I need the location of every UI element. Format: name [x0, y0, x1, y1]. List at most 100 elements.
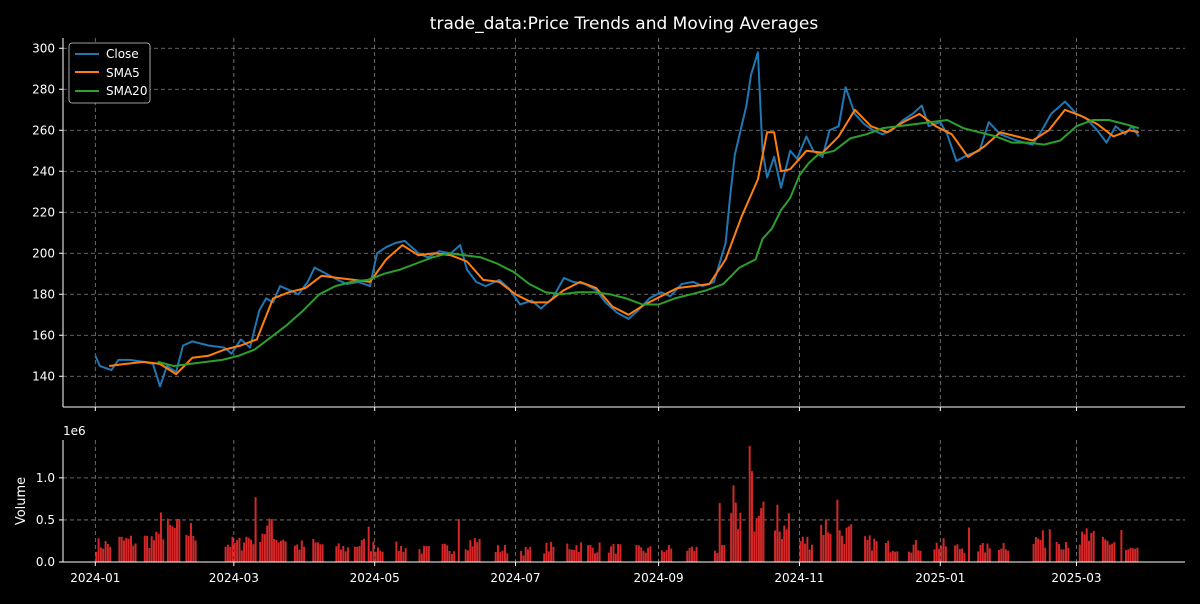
volume-bar [224, 546, 227, 562]
legend-label-sma5: SMA5 [106, 66, 140, 80]
volume-bar [591, 547, 594, 562]
volume-bar [908, 551, 910, 562]
volume-bar [778, 531, 781, 562]
volume-bar [649, 546, 652, 562]
volume-bar [1134, 548, 1137, 562]
volume-bar [988, 548, 991, 562]
x-tick-label: 2025-03 [1051, 571, 1101, 585]
volume-bar [1136, 547, 1139, 562]
volume-bar [446, 545, 449, 562]
volume-bar [827, 532, 830, 562]
volume-bar [607, 552, 610, 562]
volume-bar [270, 519, 273, 562]
volume-bar [938, 548, 940, 562]
volume-bar [520, 550, 523, 562]
volume-bar [1002, 542, 1005, 562]
volume-bar [499, 552, 502, 562]
volume-bar [134, 543, 137, 562]
volume-bar [340, 549, 342, 562]
volume-bar [298, 549, 301, 562]
volume-bar [1055, 542, 1058, 562]
volume-bar [280, 540, 282, 562]
volume-bar [1131, 548, 1134, 562]
volume-bar [448, 551, 451, 562]
volume-bar [714, 550, 716, 562]
volume-bar [300, 540, 303, 562]
volume-bar [190, 523, 192, 562]
volume-bar [303, 546, 306, 562]
volume-bar [374, 551, 377, 562]
volume-bar [1125, 550, 1127, 562]
volume-bar [755, 518, 758, 562]
volume-bar [1111, 543, 1114, 562]
volume-bar [344, 551, 347, 562]
price-y-tick-label: 280 [32, 82, 55, 96]
volume-bar [282, 539, 285, 562]
volume-bar [1113, 542, 1116, 562]
volume-bar [875, 541, 878, 562]
volume-bar [1007, 550, 1010, 562]
volume-bar [894, 551, 897, 562]
volume-bar [1120, 530, 1123, 562]
volume-bar [125, 538, 128, 562]
x-tick-label: 2025-01 [915, 571, 965, 585]
volume-bar [721, 545, 723, 562]
volume-bar [737, 529, 740, 562]
volume-bar [570, 549, 573, 562]
volume-bar [889, 552, 892, 562]
volume-bar [1060, 549, 1063, 562]
volume-bar [843, 544, 846, 562]
volume-bar [166, 518, 169, 562]
volume-bar [1081, 531, 1084, 562]
legend-label-sma20: SMA20 [106, 84, 147, 98]
volume-bar [838, 530, 841, 562]
volume-bar [644, 552, 647, 562]
volume-bar [619, 544, 622, 562]
volume-bar [1088, 540, 1090, 562]
volume-bar [660, 550, 663, 562]
volume-bar [109, 546, 112, 562]
volume-bar [187, 535, 190, 562]
volume-bar [961, 548, 964, 562]
volume-bar [178, 519, 181, 562]
volume-bar [427, 546, 430, 562]
volume-bar [263, 534, 266, 562]
volume-bar [1106, 540, 1109, 562]
volume-bar [1092, 530, 1095, 562]
volume-bar [381, 551, 384, 562]
volume-bar [506, 553, 509, 562]
volume-bar [757, 515, 760, 562]
volume-offset-text: 1e6 [63, 424, 86, 438]
volume-bar [397, 551, 400, 562]
volume-bar [118, 536, 121, 562]
volume-bar [157, 533, 160, 562]
volume-bar [259, 542, 262, 562]
volume-bar [360, 540, 363, 562]
volume-bar [104, 541, 107, 562]
volume-bar [400, 546, 403, 562]
volume-bar [296, 544, 299, 562]
volume-bar [665, 550, 668, 562]
volume-bar [919, 550, 922, 562]
volume-bar [497, 545, 499, 562]
volume-bar [958, 548, 961, 562]
volume-bar [845, 527, 848, 562]
volume-bar [836, 499, 839, 562]
volume-bar [667, 545, 670, 562]
volume-bar [751, 471, 753, 562]
volume-bar [312, 539, 315, 562]
volume-bar [716, 553, 719, 562]
volume-bar [663, 552, 666, 562]
volume-bar [753, 531, 756, 562]
volume-bar [871, 550, 873, 562]
volume-bar [231, 536, 234, 562]
volume-bar [785, 529, 788, 562]
volume-bar [642, 550, 645, 562]
volume-bar [935, 542, 938, 562]
volume-bar [847, 526, 850, 562]
volume-bar [864, 536, 867, 562]
volume-bar [402, 551, 405, 562]
volume-bar [640, 547, 643, 562]
volume-bar [547, 551, 550, 562]
volume-bar [335, 546, 338, 562]
